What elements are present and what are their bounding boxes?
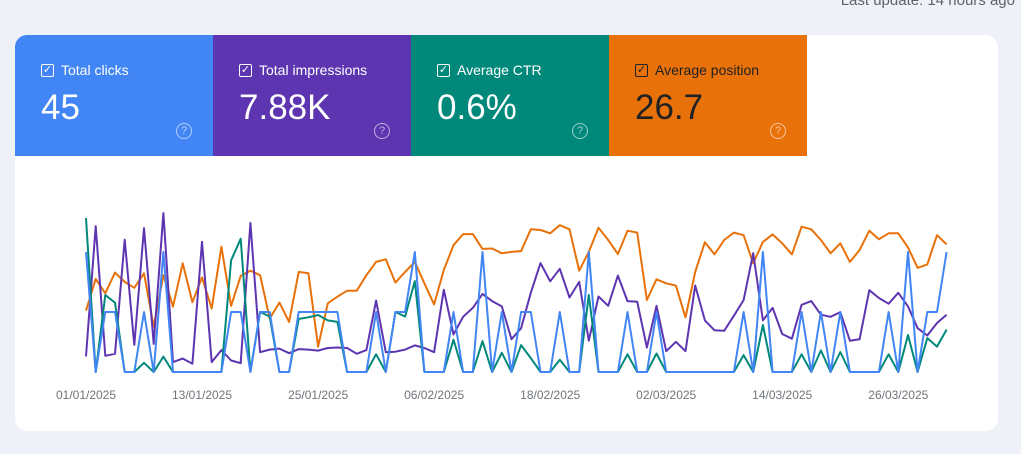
metric-tile-total-clicks[interactable]: ✓ Total clicks 45 ? — [15, 35, 213, 156]
checkbox-checked-icon[interactable]: ✓ — [635, 63, 648, 77]
x-tick-label: 26/03/2025 — [868, 388, 928, 402]
x-tick-label: 14/03/2025 — [752, 388, 812, 402]
checkbox-checked-icon[interactable]: ✓ — [41, 63, 54, 77]
series-line-total-clicks — [85, 251, 948, 373]
series-line-total-impressions — [85, 212, 948, 365]
help-circle-icon[interactable]: ? — [176, 123, 192, 139]
checkbox-checked-icon[interactable]: ✓ — [437, 63, 450, 77]
help-circle-icon[interactable]: ? — [572, 123, 588, 139]
x-tick-label: 13/01/2025 — [172, 388, 232, 402]
metric-tile-total-impressions[interactable]: ✓ Total impressions 7.88K ? — [213, 35, 411, 156]
metric-value: 45 — [41, 88, 80, 127]
x-tick-label: 18/02/2025 — [520, 388, 580, 402]
x-tick-label: 01/01/2025 — [56, 388, 116, 402]
metric-tile-average-ctr[interactable]: ✓ Average CTR 0.6% ? — [411, 35, 609, 156]
metric-label: Average position — [655, 62, 760, 78]
x-tick-label: 02/03/2025 — [636, 388, 696, 402]
metric-value: 0.6% — [437, 88, 517, 127]
metric-label: Total clicks — [61, 62, 129, 78]
metric-value: 26.7 — [635, 88, 704, 127]
metric-tile-average-position[interactable]: ✓ Average position 26.7 ? — [609, 35, 807, 156]
help-circle-icon[interactable]: ? — [770, 123, 786, 139]
x-tick-label: 25/01/2025 — [288, 388, 348, 402]
last-update-text: Last update: 14 hours ago — [840, 0, 1015, 9]
checkbox-checked-icon[interactable]: ✓ — [239, 63, 252, 77]
series-line-average-position — [85, 224, 948, 348]
metric-label: Total impressions — [259, 62, 368, 78]
metric-value: 7.88K — [239, 88, 331, 127]
series-line-average-ctr — [85, 217, 948, 373]
metric-label: Average CTR — [457, 62, 542, 78]
x-tick-label: 06/02/2025 — [404, 388, 464, 402]
help-circle-icon[interactable]: ? — [374, 123, 390, 139]
